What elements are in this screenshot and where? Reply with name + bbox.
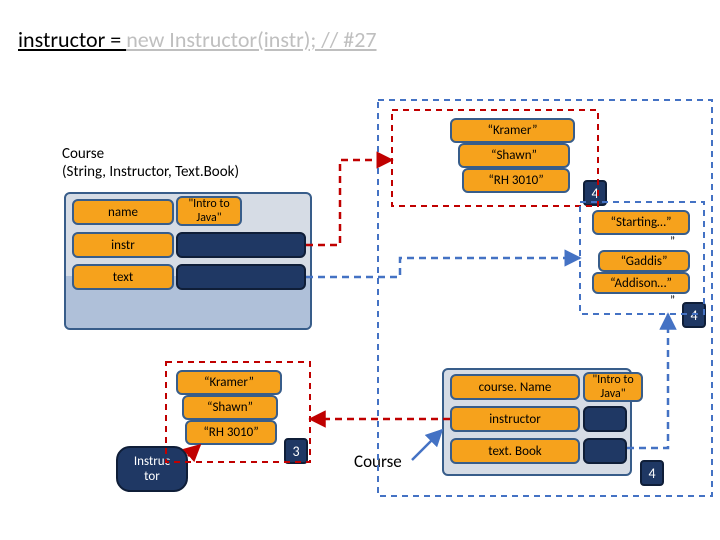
title-prefix: instructor = (18, 26, 126, 53)
row-instr: instr (72, 232, 174, 258)
br-row-1: instructor (450, 406, 580, 432)
row-name: name (72, 199, 174, 225)
fr-box-2: “Addison…” (592, 272, 690, 294)
tr-box-0: “Kramer” (450, 118, 575, 143)
bl-box-1: “Shawn” (182, 395, 278, 420)
row-text: text (72, 264, 174, 290)
bl-box-2: “RH 3010” (185, 420, 277, 445)
bl-box-0: “Kramer” (176, 370, 282, 395)
fr-trail-2: ” (670, 294, 675, 308)
fr-box-1: “Gaddis” (598, 250, 690, 272)
br-row-2: text. Book (450, 438, 580, 464)
br-row-1-val (583, 406, 627, 432)
fr-badge-4: 4 (682, 302, 706, 328)
tr-box-2: “RH 3010” (462, 168, 570, 193)
row-text-val (176, 264, 306, 290)
instructor-chip: Instruc tor (116, 446, 188, 492)
fr-trail-0: ” (670, 235, 675, 249)
tr-badge-4: 4 (583, 180, 607, 206)
fr-box-0: “Starting…” (592, 210, 690, 235)
br-row-0-val: "Intro to Java" (583, 372, 643, 402)
course-label: Course (String, Instructor, Text.Book) (62, 145, 239, 181)
br-row-0: course. Name (450, 374, 580, 400)
row-instr-val (176, 232, 306, 258)
br-row-2-val (583, 438, 627, 464)
title-gray: new Instructor(instr); // #27 (126, 26, 376, 53)
course-bottom-label: Course (354, 452, 402, 472)
br-badge: 4 (640, 460, 664, 486)
instructor-badge: 3 (284, 438, 308, 464)
row-name-val: "Intro to Java" (176, 196, 242, 226)
tr-box-1: “Shawn” (458, 143, 570, 168)
